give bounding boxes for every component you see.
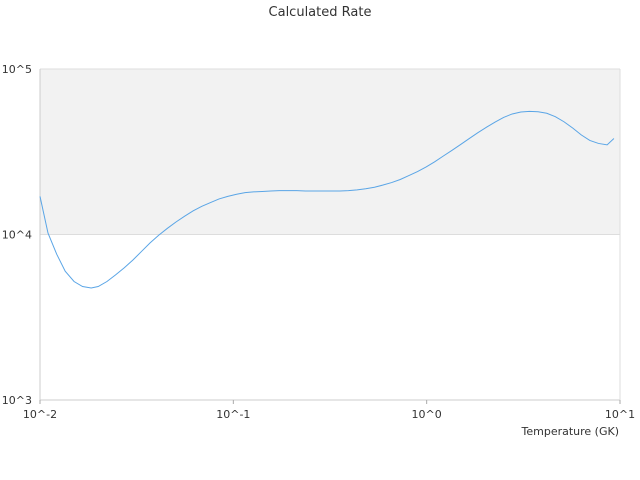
- x-tick-label: 10^-1: [216, 408, 250, 421]
- y-tick-label: 10^5: [2, 63, 32, 76]
- plot-band: [40, 69, 620, 235]
- axes: [39, 69, 621, 404]
- rate-series-line: [39, 110, 615, 289]
- plot-band: [40, 234, 620, 400]
- y-tick-label: 10^3: [2, 394, 32, 407]
- y-tick-label: 10^4: [2, 229, 32, 242]
- series-group: [39, 110, 615, 289]
- x-tick-label: 10^-2: [23, 408, 57, 421]
- plot-bands: [40, 69, 620, 400]
- x-axis-title: Temperature (GK): [521, 425, 620, 438]
- x-tick-label: 10^1: [605, 408, 635, 421]
- chart-title: Calculated Rate: [269, 5, 372, 20]
- x-tick-label: 10^0: [412, 408, 442, 421]
- tick-labels: 10^-2 10^-1 10^0 10^1 10^3 10^4 10^5: [2, 63, 635, 421]
